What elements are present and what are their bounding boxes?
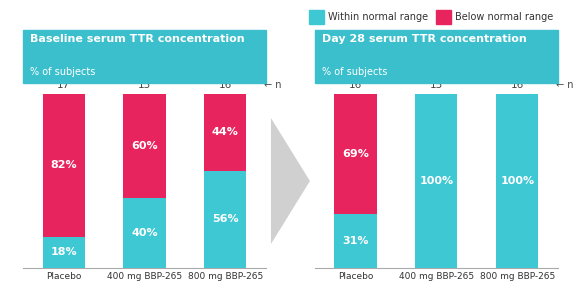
Text: Baseline serum TTR concentration: Baseline serum TTR concentration bbox=[30, 34, 244, 44]
Text: 31%: 31% bbox=[342, 236, 369, 246]
Text: ← n: ← n bbox=[264, 80, 281, 90]
Text: 16: 16 bbox=[349, 80, 362, 90]
Text: 40%: 40% bbox=[131, 228, 158, 238]
Bar bbox=[205, 171, 246, 268]
Text: ← n: ← n bbox=[556, 80, 573, 90]
Polygon shape bbox=[271, 118, 310, 244]
Text: 18%: 18% bbox=[50, 248, 77, 258]
Text: 44%: 44% bbox=[212, 127, 239, 137]
Bar bbox=[335, 214, 376, 268]
Bar bbox=[124, 198, 165, 268]
Text: 16: 16 bbox=[511, 80, 524, 90]
Text: Day 28 serum TTR concentration: Day 28 serum TTR concentration bbox=[322, 34, 527, 44]
Text: Within normal range: Within normal range bbox=[328, 12, 428, 22]
Bar bbox=[497, 94, 538, 268]
Text: 17: 17 bbox=[57, 80, 70, 90]
Text: 82%: 82% bbox=[50, 160, 77, 170]
Bar bbox=[416, 94, 457, 268]
Text: 56%: 56% bbox=[212, 214, 239, 225]
Bar bbox=[43, 237, 84, 268]
Bar bbox=[335, 94, 376, 214]
Bar bbox=[43, 94, 84, 237]
Text: 69%: 69% bbox=[342, 149, 369, 159]
Text: 100%: 100% bbox=[419, 176, 454, 186]
Text: Below normal range: Below normal range bbox=[455, 12, 554, 22]
Text: % of subjects: % of subjects bbox=[322, 67, 387, 77]
Text: 15: 15 bbox=[138, 80, 151, 90]
Text: 60%: 60% bbox=[131, 141, 158, 151]
Text: 16: 16 bbox=[219, 80, 232, 90]
Bar bbox=[205, 94, 246, 171]
Bar bbox=[124, 94, 165, 198]
Text: 15: 15 bbox=[430, 80, 443, 90]
Text: % of subjects: % of subjects bbox=[30, 67, 95, 77]
Text: 100%: 100% bbox=[500, 176, 535, 186]
